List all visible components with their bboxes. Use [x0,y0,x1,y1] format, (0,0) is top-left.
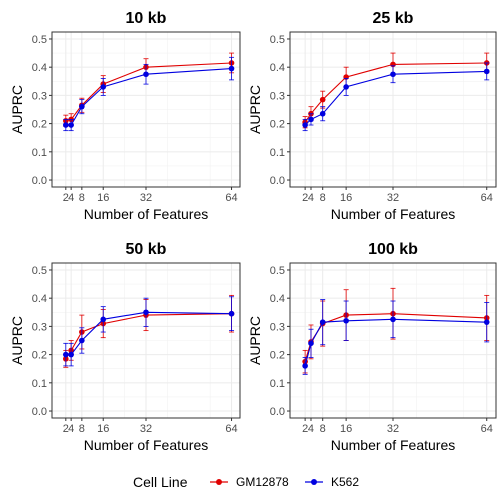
data-point [100,317,106,323]
data-point [343,84,349,90]
data-point [320,97,326,103]
legend-marker-k562 [311,479,317,485]
data-point [320,111,326,117]
data-point [68,352,74,358]
y-axis-title: AUPRC [247,316,263,365]
data-point [79,104,85,110]
y-tick-label: 0.0 [32,406,47,418]
data-point [79,338,85,344]
data-point [68,122,74,128]
y-tick-label: 0.3 [270,90,285,102]
panel-title: 25 kb [373,10,414,27]
data-point [343,318,349,324]
data-point [63,352,69,358]
panel-10-kb: 0.0 0.1 0.2 0.3 0.4 0.5 2 4 8 16 32 64 10 kb Number o… [9,10,240,222]
x-tick-label: 8 [79,192,85,204]
y-tick-label: 0.3 [32,321,47,333]
panel-title: 100 kb [368,241,418,258]
data-point [320,319,326,325]
data-point [484,319,490,325]
y-tick-label: 0.5 [32,265,47,277]
y-tick-label: 0.3 [32,90,47,102]
data-point [390,317,396,323]
y-axis-title: AUPRC [247,85,263,134]
x-tick-label: 64 [225,423,237,435]
y-tick-label: 0.1 [32,378,47,390]
x-tick-label: 32 [140,192,152,204]
x-tick-label: 32 [387,423,399,435]
data-point [229,66,235,72]
x-tick-label: 4 [308,192,314,204]
y-tick-label: 0.4 [32,293,47,305]
data-point [63,122,69,128]
y-tick-label: 0.1 [270,147,285,159]
x-axis-title: Number of Features [84,437,209,453]
y-tick-label: 0.0 [32,175,47,187]
x-axis-title: Number of Features [331,437,456,453]
data-point [302,122,308,128]
panel-title: 50 kb [126,241,167,258]
y-tick-label: 0.1 [32,147,47,159]
x-axis-title: Number of Features [84,206,209,222]
legend-label-gm12878: GM12878 [236,475,289,489]
panel-100-kb: 0.0 0.1 0.2 0.3 0.4 0.5 2 4 8 16 32 64 100 kb Number … [247,241,496,453]
y-tick-label: 0.2 [270,350,285,362]
panel-25-kb: 0.0 0.1 0.2 0.3 0.4 0.5 2 4 8 16 32 64 25 kb Number o… [247,10,496,222]
legend: Cell Line GM12878 K562 [133,474,359,490]
x-tick-label: 8 [320,192,326,204]
y-tick-label: 0.2 [32,119,47,131]
panel-50-kb: 0.0 0.1 0.2 0.3 0.4 0.5 2 4 8 16 32 64 50 kb Number o… [9,241,240,453]
x-tick-label: 4 [68,423,74,435]
data-point [143,309,149,315]
y-axis-title: AUPRC [9,316,25,365]
y-tick-label: 0.2 [270,119,285,131]
data-point [390,71,396,77]
x-tick-label: 4 [68,192,74,204]
x-tick-label: 8 [320,423,326,435]
x-axis-title: Number of Features [331,206,456,222]
data-point [302,363,308,369]
y-tick-label: 0.3 [270,321,285,333]
x-tick-label: 64 [481,423,493,435]
y-tick-label: 0.5 [270,34,285,46]
y-tick-label: 0.4 [270,293,285,305]
data-point [229,311,235,317]
x-tick-label: 8 [79,423,85,435]
x-tick-label: 64 [225,192,237,204]
y-tick-label: 0.4 [270,62,285,74]
y-tick-label: 0.0 [270,406,285,418]
data-point [484,69,490,75]
y-tick-label: 0.1 [270,378,285,390]
y-axis-title: AUPRC [9,85,25,134]
x-tick-label: 16 [340,423,352,435]
legend-marker-gm12878 [216,479,222,485]
legend-label-k562: K562 [331,475,359,489]
data-point [100,84,106,90]
x-tick-label: 32 [140,423,152,435]
x-tick-label: 64 [481,192,493,204]
x-tick-label: 32 [387,192,399,204]
data-point [308,117,314,123]
y-tick-label: 0.0 [270,175,285,187]
data-point [308,341,314,347]
x-tick-label: 16 [97,192,109,204]
y-tick-label: 0.5 [270,265,285,277]
x-tick-label: 16 [97,423,109,435]
panel-title: 10 kb [126,10,167,27]
y-tick-label: 0.2 [32,350,47,362]
x-tick-label: 4 [308,423,314,435]
legend-title: Cell Line [133,474,188,490]
x-tick-label: 16 [340,192,352,204]
y-tick-label: 0.4 [32,62,47,74]
y-tick-label: 0.5 [32,34,47,46]
data-point [143,71,149,77]
